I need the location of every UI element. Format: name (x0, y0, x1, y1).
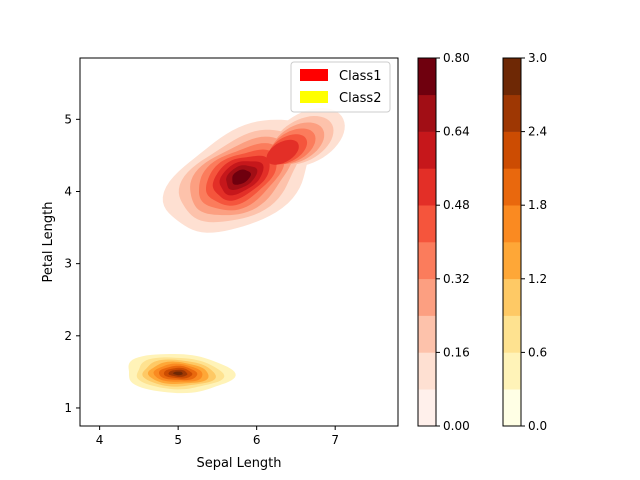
colorbar-band (503, 315, 521, 353)
colorbar-band (503, 278, 521, 316)
colorbar-band (503, 242, 521, 280)
colorbar-frame (502, 57, 522, 427)
colorbar-tick-label: 0.80 (443, 51, 470, 65)
legend-swatch-class2 (300, 91, 328, 103)
colorbar-band (418, 352, 436, 390)
colorbar-tick-label: 0.0 (528, 419, 547, 433)
contour-series-class1 (162, 108, 345, 233)
colorbar-tick-label: 0.64 (443, 125, 470, 139)
colorbar-band (418, 389, 436, 427)
y-tick-label: 3 (64, 257, 72, 271)
y-tick-label: 5 (64, 112, 72, 126)
colorbar-class2: 0.0 0.6 1.2 1.8 2.4 3.0 (502, 51, 547, 433)
contour-level-9 (232, 169, 251, 185)
colorbar-class1: 0.00 0.16 0.32 0.48 0.64 0.80 (417, 51, 470, 433)
contour-level-9 (173, 371, 183, 376)
x-axis: 4 5 6 7 (96, 426, 339, 447)
colorbar-frame (417, 57, 437, 427)
x-tick-label: 5 (174, 433, 182, 447)
x-axis-label: Sepal Length (196, 456, 281, 471)
colorbar-tick-label: 3.0 (528, 51, 547, 65)
contour-series-class2 (128, 354, 236, 394)
colorbar-tick-label: 1.8 (528, 198, 547, 212)
colorbar-band (418, 278, 436, 316)
plot-area (128, 108, 345, 394)
legend-label-class2: Class2 (339, 91, 381, 106)
x-tick-label: 7 (331, 433, 339, 447)
colorbar-band (418, 242, 436, 280)
colorbar-band (503, 131, 521, 169)
colorbar-band (418, 168, 436, 206)
colorbar-band (418, 94, 436, 132)
y-axis: 1 2 3 4 5 (64, 112, 80, 415)
colorbar-tick-label: 1.2 (528, 272, 547, 286)
colorbar-band (503, 168, 521, 206)
colorbar-band (503, 205, 521, 243)
x-tick-label: 4 (96, 433, 104, 447)
y-tick-label: 2 (64, 329, 72, 343)
y-tick-label: 1 (64, 401, 72, 415)
colorbar-tick-label: 0.00 (443, 419, 470, 433)
colorbar-tick-label: 2.4 (528, 125, 547, 139)
colorbar-band (418, 315, 436, 353)
y-tick-label: 4 (64, 184, 72, 198)
legend: Class1 Class2 (290, 61, 391, 113)
x-tick-label: 6 (253, 433, 261, 447)
legend-swatch-class1 (300, 69, 328, 81)
colorbar-band (418, 58, 436, 96)
colorbar-tick-label: 0.6 (528, 345, 547, 359)
colorbar-band (503, 352, 521, 390)
colorbar-tick-label: 0.32 (443, 272, 470, 286)
colorbar-tick-label: 0.16 (443, 345, 470, 359)
colorbar-band (503, 389, 521, 427)
colorbar-band (503, 58, 521, 96)
colorbar-band (418, 205, 436, 243)
colorbar-band (503, 94, 521, 132)
colorbar-tick-label: 0.48 (443, 198, 470, 212)
contour-lobe-6 (266, 139, 299, 165)
y-axis-label: Petal Length (41, 201, 56, 282)
plot-frame (79, 57, 399, 427)
legend-label-class1: Class1 (339, 69, 381, 84)
colorbar-band (418, 131, 436, 169)
